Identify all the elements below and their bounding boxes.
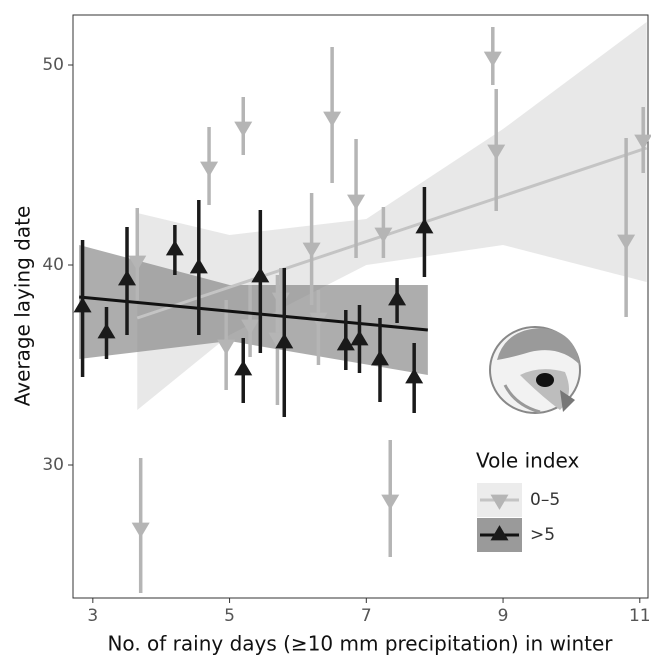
x-tick-label: 7: [361, 606, 372, 626]
legend-marker: [490, 494, 509, 510]
x-tick-label: 11: [629, 606, 651, 626]
point: [381, 494, 400, 510]
point: [217, 339, 236, 355]
point: [370, 350, 389, 366]
point: [487, 144, 506, 160]
y-axis-label: Average laying date: [11, 206, 35, 407]
point: [234, 360, 253, 376]
point: [415, 218, 434, 234]
x-tick-label: 9: [498, 606, 509, 626]
legend-label: 0–5: [530, 490, 560, 510]
legend-label: >5: [530, 525, 555, 545]
point: [336, 335, 355, 351]
point: [302, 242, 321, 258]
point: [617, 234, 636, 250]
point: [323, 111, 342, 127]
point: [128, 255, 147, 271]
point: [251, 267, 270, 283]
point: [165, 240, 184, 256]
point: [275, 333, 294, 349]
point: [131, 522, 150, 538]
legend-title: Vole index: [476, 449, 579, 473]
legend: Vole index 0–5 >5: [476, 449, 579, 552]
point: [73, 297, 92, 313]
y-tick-label: 30: [42, 455, 64, 475]
x-tick-label: 3: [87, 606, 98, 626]
fit-line: [79, 295, 428, 332]
point: [200, 161, 219, 177]
point: [634, 134, 651, 150]
y-tick-label: 50: [42, 55, 64, 75]
fit-line: [136, 146, 648, 320]
x-axis-label: No. of rainy days (≥10 mm precipitation)…: [107, 632, 613, 656]
confidence-band: [79, 245, 428, 375]
point: [388, 290, 407, 306]
x-tick-label: 5: [224, 606, 235, 626]
plot-area: [73, 22, 651, 593]
point: [189, 258, 208, 274]
point: [234, 121, 253, 137]
point: [483, 51, 502, 67]
point: [374, 227, 393, 243]
point: [268, 332, 287, 348]
point: [347, 194, 366, 210]
y-tick-label: 40: [42, 255, 64, 275]
bird-icon: [489, 326, 581, 414]
point: [405, 368, 424, 384]
point: [350, 330, 369, 346]
point: [97, 323, 116, 339]
point: [118, 270, 137, 286]
point: [241, 319, 260, 335]
legend-marker: [490, 525, 509, 541]
